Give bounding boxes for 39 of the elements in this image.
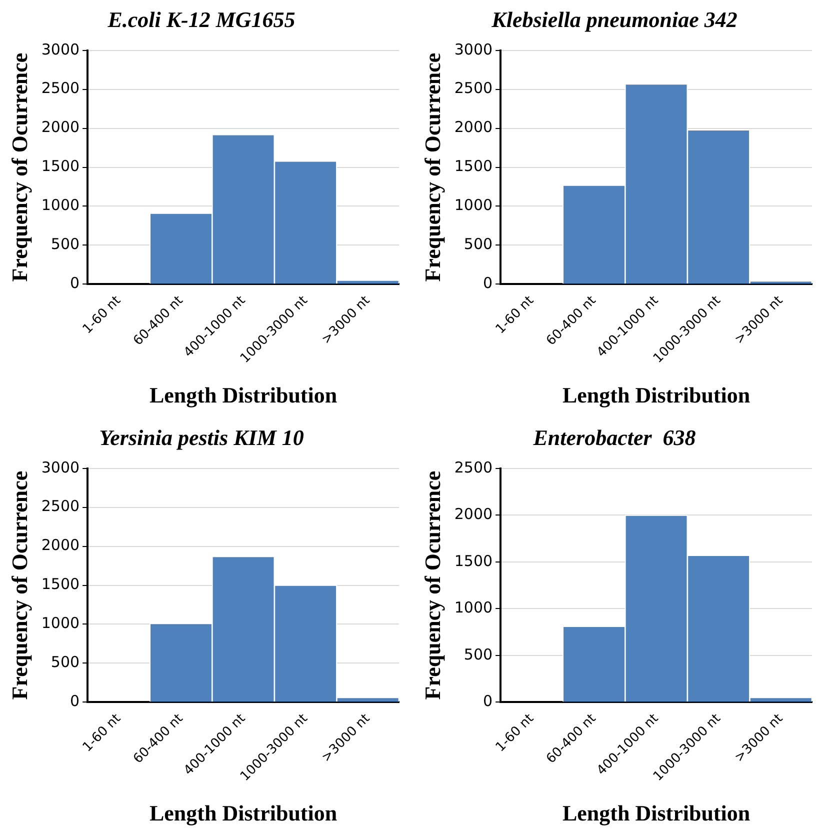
y-tick-label: 3000	[454, 40, 493, 58]
y-tick-label: 2500	[454, 79, 493, 98]
y-axis-title: Frequency of Ocurrence	[6, 52, 32, 282]
y-tick-label: 2000	[41, 536, 80, 554]
y-tick-label: 1000	[454, 196, 493, 214]
y-tick-label: 1000	[41, 614, 80, 632]
chart-title: Klebsiella pneumoniae 342	[490, 6, 738, 32]
y-tick-label: 2000	[454, 505, 493, 524]
chart-title: Yersinia pestis KIM 10	[99, 424, 304, 450]
chart-title: Enterobacter 638	[532, 424, 696, 450]
y-axis-title: Frequency of Ocurrence	[420, 52, 445, 282]
y-tick-label: 2500	[41, 79, 80, 98]
x-axis-title: Length Distribution	[562, 382, 750, 408]
y-tick-label: 1000	[41, 196, 80, 214]
y-tick-label: 500	[464, 645, 493, 664]
y-tick-label: 3000	[41, 40, 80, 58]
y-tick-label: 0	[70, 692, 80, 710]
y-tick-label: 500	[50, 653, 80, 672]
y-tick-label: 1500	[454, 552, 493, 570]
y-tick-label: 2500	[41, 497, 80, 516]
y-tick-label: 2000	[454, 118, 493, 136]
x-axis-title: Length Distribution	[562, 800, 750, 826]
chart-title: E.coli K-12 MG1655	[106, 6, 296, 32]
y-tick-label: 0	[70, 274, 80, 292]
y-axis-title: Frequency of Ocurrence	[6, 470, 32, 700]
y-tick-label: 1500	[41, 575, 80, 594]
y-tick-label: 2000	[41, 118, 80, 136]
y-tick-label: 0	[483, 274, 493, 292]
x-axis-title: Length Distribution	[149, 382, 338, 408]
x-axis-title: Length Distribution	[149, 800, 338, 826]
y-tick-label: 0	[483, 692, 493, 710]
y-tick-label: 3000	[41, 458, 80, 476]
y-tick-label: 1500	[41, 157, 80, 176]
y-tick-label: 500	[464, 235, 493, 254]
y-tick-label: 1500	[454, 157, 493, 176]
y-tick-label: 1000	[454, 598, 493, 617]
y-axis-title: Frequency of Ocurrence	[420, 470, 445, 700]
y-tick-label: 500	[50, 235, 80, 254]
y-tick-label: 2500	[454, 458, 493, 476]
